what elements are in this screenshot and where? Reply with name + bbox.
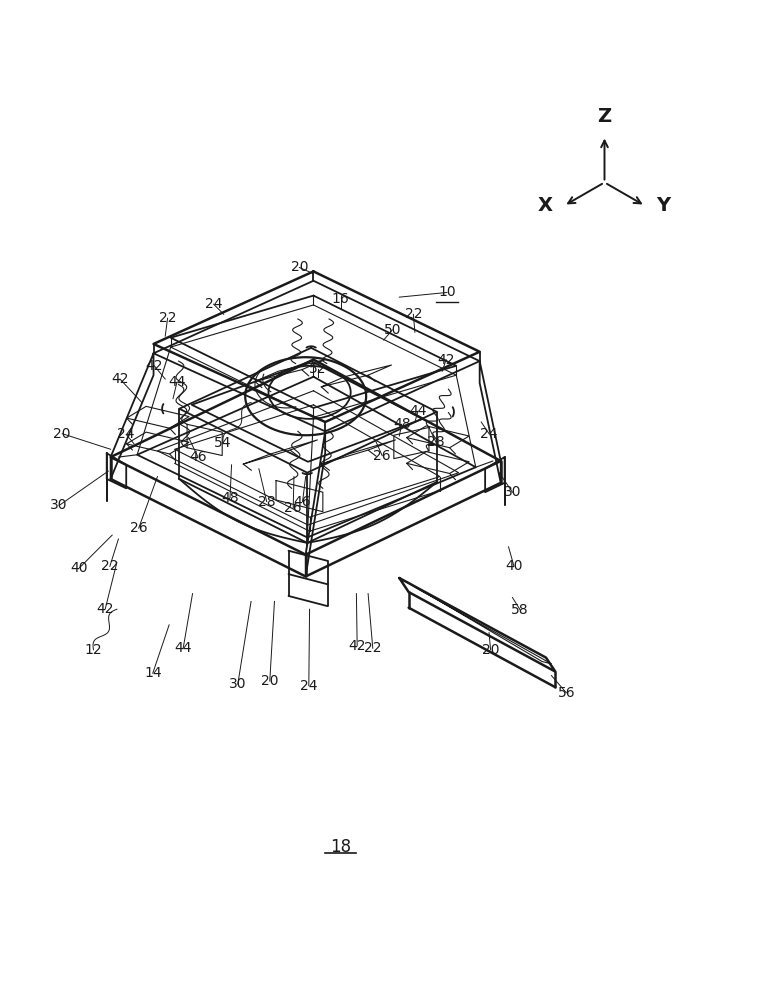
Text: 20: 20 — [482, 643, 500, 657]
Text: 30: 30 — [503, 485, 521, 499]
Text: 24: 24 — [300, 679, 318, 693]
Text: 54: 54 — [215, 436, 232, 450]
Text: 28: 28 — [258, 495, 276, 509]
Text: Y: Y — [656, 196, 670, 215]
Text: 24: 24 — [205, 297, 222, 311]
Text: 52: 52 — [309, 362, 327, 376]
Text: 16: 16 — [332, 292, 350, 306]
Text: 20: 20 — [290, 260, 309, 274]
Text: 22: 22 — [159, 311, 176, 325]
Text: 28: 28 — [428, 435, 445, 449]
Text: 56: 56 — [557, 686, 575, 700]
Text: 12: 12 — [85, 643, 103, 657]
Text: 42: 42 — [146, 359, 163, 373]
Text: 24: 24 — [480, 427, 498, 441]
Text: 40: 40 — [505, 559, 523, 573]
Text: 42: 42 — [96, 602, 114, 616]
Text: 44: 44 — [410, 404, 427, 418]
Text: 26: 26 — [130, 521, 147, 535]
Text: X: X — [538, 196, 553, 215]
Text: 48: 48 — [221, 491, 239, 505]
Text: 26: 26 — [284, 501, 302, 515]
Text: 24: 24 — [117, 427, 135, 441]
Text: 42: 42 — [111, 372, 128, 386]
Text: 20: 20 — [261, 674, 279, 688]
Text: 20: 20 — [53, 427, 71, 441]
Text: 30: 30 — [50, 498, 68, 512]
Text: 44: 44 — [175, 641, 192, 655]
Text: 26: 26 — [373, 449, 391, 463]
Text: 42: 42 — [348, 639, 366, 653]
Text: 40: 40 — [70, 561, 88, 575]
Text: 58: 58 — [511, 603, 529, 617]
Text: 18: 18 — [330, 838, 352, 856]
Text: 48: 48 — [393, 417, 410, 431]
Text: 30: 30 — [229, 677, 247, 691]
Text: 42: 42 — [438, 353, 455, 367]
Text: 22: 22 — [364, 641, 381, 655]
Text: 14: 14 — [144, 666, 161, 680]
Text: 44: 44 — [168, 375, 186, 389]
Text: 22: 22 — [405, 307, 422, 321]
Text: 10: 10 — [438, 285, 456, 299]
Text: 50: 50 — [384, 323, 401, 337]
Text: 46: 46 — [294, 495, 312, 509]
Text: 46: 46 — [189, 450, 207, 464]
Text: 22: 22 — [101, 559, 118, 573]
Text: Z: Z — [597, 107, 612, 126]
